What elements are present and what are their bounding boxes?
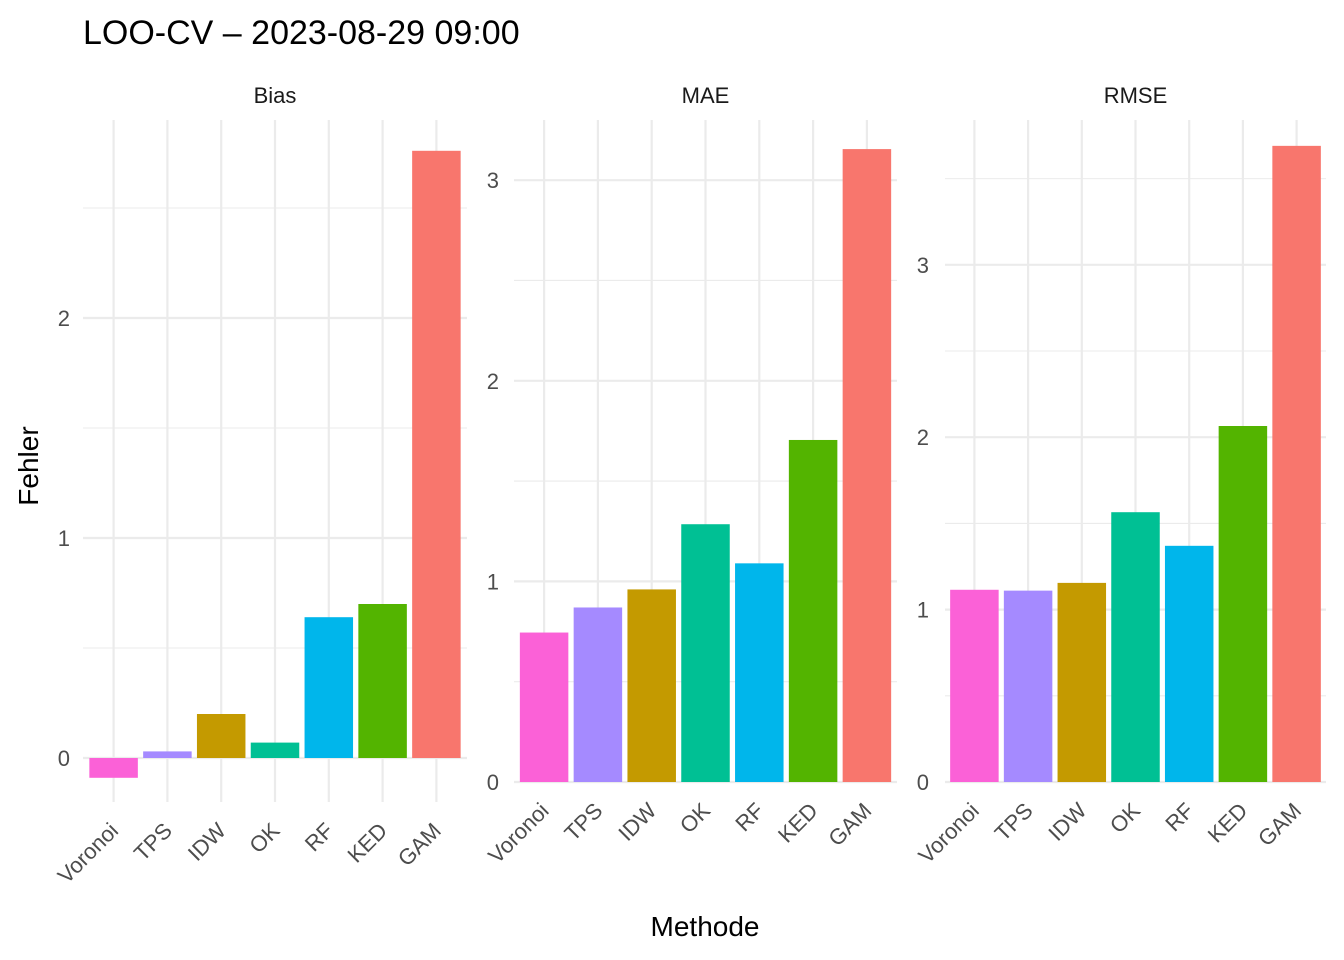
y-tick-label: 2: [917, 425, 929, 450]
x-axis-title: Methode: [651, 911, 760, 942]
panel-mae: MAE 0 1 2 3 Voronoi TPS IDW OK RF KED GAM: [483, 83, 897, 868]
y-tick-label: 0: [58, 746, 70, 771]
bar-ok: [1111, 512, 1160, 782]
x-tick-label: KED: [342, 818, 392, 868]
x-tick-label: OK: [244, 818, 284, 858]
x-tick-label: IDW: [613, 798, 661, 846]
bar-idw: [627, 589, 676, 782]
bar-voronoi: [89, 758, 138, 778]
bar-tps: [1003, 590, 1053, 782]
facet-label: MAE: [682, 83, 730, 108]
x-tick-label: Voronoi: [53, 818, 123, 888]
y-tick-label: 0: [487, 770, 499, 795]
bar-tps: [143, 751, 192, 758]
x-tick-label: GAM: [393, 818, 446, 871]
bar-ked: [788, 439, 838, 782]
bar-voronoi: [519, 632, 569, 782]
bar-gam: [842, 149, 892, 782]
y-axis-title: Fehler: [13, 426, 44, 505]
y-tick-label: 1: [58, 526, 70, 551]
y-tick-label: 0: [917, 770, 929, 795]
facet-label: RMSE: [1104, 83, 1168, 108]
x-tick-label: IDW: [1043, 798, 1091, 846]
x-tick-label: KED: [1203, 798, 1253, 848]
y-tick-label: 1: [487, 569, 499, 594]
bar-gam: [1272, 145, 1321, 782]
bar-ok: [681, 524, 730, 782]
x-tick-label: OK: [1105, 798, 1145, 838]
bar-ked: [1218, 426, 1268, 782]
bar-idw: [196, 714, 246, 758]
y-tick-label: 3: [917, 253, 929, 278]
bar-ked: [358, 604, 407, 758]
x-tick-label: GAM: [823, 798, 876, 851]
panel-rmse: RMSE 0 1 2 3 Voronoi TPS IDW OK RF KED GAM: [913, 83, 1326, 868]
x-tick-label: IDW: [183, 818, 231, 866]
y-tick-label: 1: [917, 598, 929, 623]
x-tick-label: Voronoi: [483, 798, 553, 868]
y-tick-label: 3: [487, 168, 499, 193]
x-tick-label: TPS: [559, 798, 607, 846]
chart-title: LOO-CV – 2023-08-29 09:00: [83, 14, 520, 52]
x-tick-label: RF: [300, 818, 338, 856]
bar-idw: [1057, 582, 1107, 782]
facet-label: Bias: [254, 83, 297, 108]
x-tick-label: GAM: [1253, 798, 1306, 851]
x-tick-label: OK: [675, 798, 715, 838]
x-tick-label: RF: [730, 798, 768, 836]
bar-gam: [412, 150, 461, 759]
panel-bias: Bias 0 1 2 Voronoi TPS IDW OK RF KED GAM: [53, 83, 467, 888]
bar-rf: [304, 617, 354, 758]
x-tick-label: TPS: [129, 818, 177, 866]
bar-ok: [250, 742, 300, 758]
y-tick-label: 2: [487, 369, 499, 394]
x-tick-label: TPS: [990, 798, 1038, 846]
bar-rf: [735, 563, 784, 782]
y-tick-label: 2: [58, 306, 70, 331]
x-tick-label: KED: [773, 798, 823, 848]
x-tick-label: RF: [1160, 798, 1198, 836]
bar-voronoi: [950, 589, 999, 782]
x-tick-label: Voronoi: [913, 798, 983, 868]
bar-rf: [1164, 545, 1214, 782]
bar-tps: [573, 607, 623, 782]
